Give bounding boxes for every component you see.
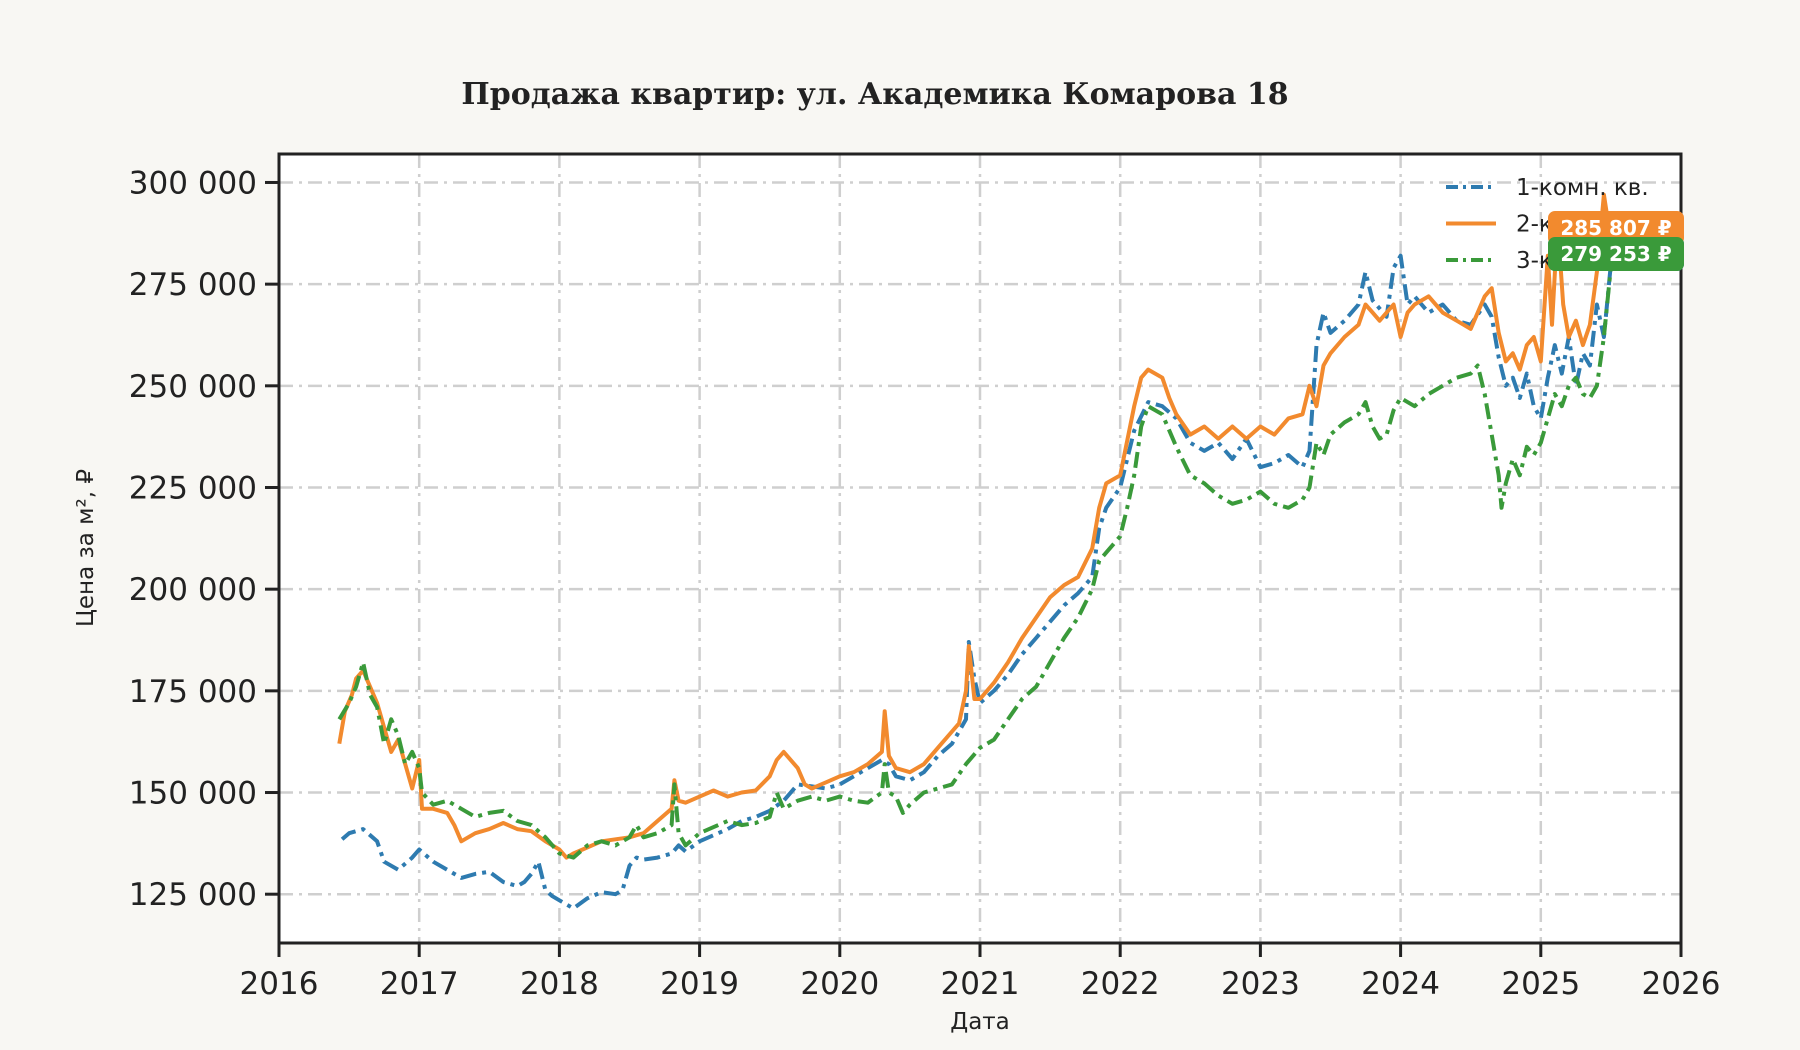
series-line-3 — [337, 266, 1613, 860]
y-tick-label: 200 000 — [129, 572, 257, 608]
y-axis-label: Цена за м², ₽ — [73, 469, 99, 627]
end-label-2: 285 807 ₽ — [1548, 211, 1684, 245]
end-label-value: 285 807 ₽ — [1560, 216, 1671, 240]
legend-label: 1-комн. кв. — [1516, 175, 1649, 201]
x-tick-label: 2021 — [941, 966, 1020, 1002]
y-tick-label: 275 000 — [129, 267, 257, 303]
series-line-1 — [340, 253, 1613, 911]
y-tick-label: 150 000 — [129, 776, 257, 812]
y-tick-label: 225 000 — [129, 470, 257, 506]
y-tick-label: 300 000 — [129, 165, 257, 201]
axes: 125 000 150 000 175 000 200 000 225 000 250 0… — [129, 165, 1721, 1002]
x-tick-label: 2023 — [1221, 966, 1300, 1002]
y-tick-label: 175 000 — [129, 674, 257, 710]
x-tick-label: 2016 — [240, 966, 319, 1002]
x-tick-label: 2024 — [1361, 966, 1440, 1002]
x-tick-label: 2019 — [660, 966, 739, 1002]
x-tick-label: 2025 — [1501, 966, 1580, 1002]
end-label-value: 279 253 ₽ — [1560, 242, 1671, 266]
x-axis-label: Дата — [950, 1009, 1010, 1035]
x-tick-label: 2022 — [1081, 966, 1160, 1002]
x-tick-label: 2026 — [1642, 966, 1721, 1002]
grid-lines — [277, 154, 1683, 943]
x-tick-label: 2020 — [800, 966, 879, 1002]
end-labels: 280 ₽285 807 ₽279 253 ₽ — [1548, 211, 1684, 271]
y-tick-label: 125 000 — [129, 877, 257, 913]
chart-title: Продажа квартир: ул. Академика Комарова … — [461, 77, 1288, 112]
end-label-3: 279 253 ₽ — [1548, 237, 1684, 271]
series-line-2 — [337, 192, 1613, 860]
plot-area — [279, 154, 1681, 943]
series-layer — [337, 192, 1613, 911]
end-label-box — [1548, 237, 1684, 271]
x-tick-label: 2017 — [380, 966, 459, 1002]
y-tick-label: 250 000 — [129, 369, 257, 405]
x-tick-label: 2018 — [520, 966, 599, 1002]
